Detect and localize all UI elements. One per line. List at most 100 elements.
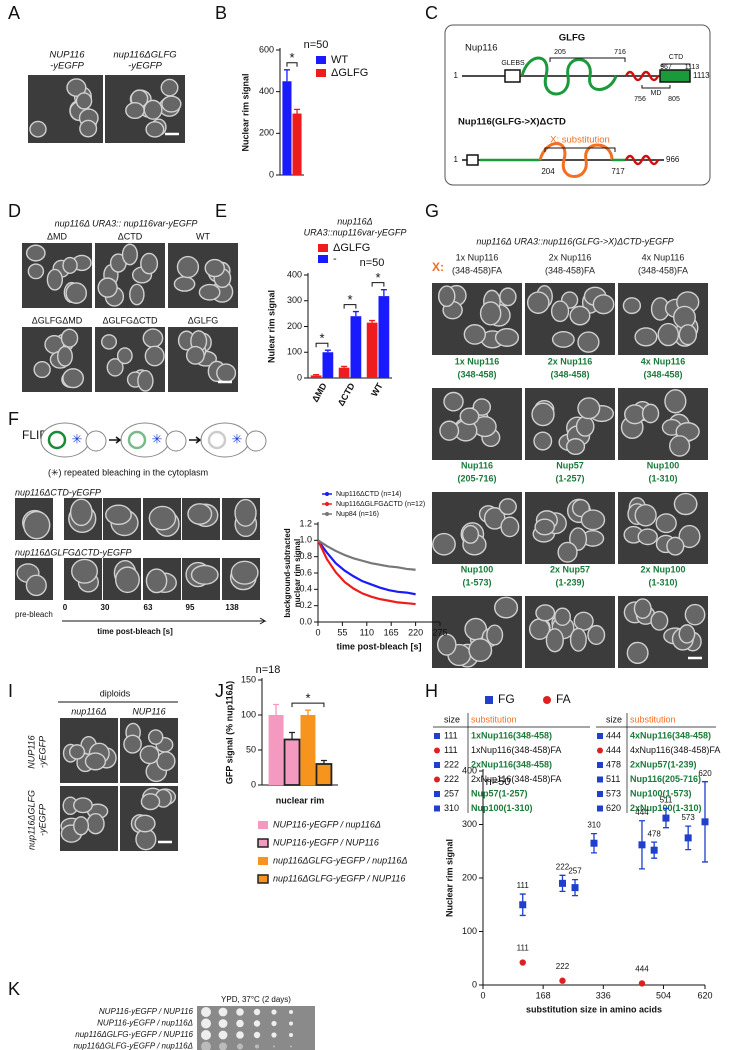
spot	[201, 1030, 211, 1040]
diagram-label: 756	[634, 96, 646, 103]
cell	[500, 516, 520, 538]
error-bar	[283, 69, 290, 82]
md-domain	[624, 154, 660, 166]
substitution-label: 2x Nup57	[550, 564, 590, 574]
image-label: ΔGLFG	[188, 315, 219, 325]
table-marker	[597, 776, 603, 783]
x-tick-label: 220	[408, 627, 423, 637]
cell	[498, 498, 517, 516]
cell	[657, 322, 680, 347]
y-tick-label: 0	[251, 779, 256, 789]
legend-swatch	[258, 857, 268, 865]
bracket	[544, 147, 616, 152]
bar	[300, 715, 316, 785]
y-tick-label: 150	[241, 674, 256, 684]
bar	[322, 352, 334, 378]
cell	[569, 627, 587, 652]
cell	[185, 345, 205, 365]
cell	[533, 431, 553, 451]
legend-marker	[325, 502, 329, 506]
cell	[161, 95, 182, 113]
cell	[634, 503, 657, 527]
point-label: 620	[698, 769, 712, 778]
point-label: 444	[635, 965, 649, 974]
table-marker	[434, 733, 440, 739]
cell	[637, 528, 658, 546]
annotation: n=50	[486, 776, 511, 788]
cell	[176, 255, 200, 279]
diagram-label: MD	[651, 90, 662, 97]
cell	[190, 564, 219, 585]
panel-label: J	[215, 681, 224, 701]
panel-label: C	[425, 3, 438, 23]
cell	[79, 119, 98, 138]
cell	[198, 283, 221, 301]
cell	[633, 598, 652, 619]
cell	[84, 752, 107, 771]
row-label: NUP116	[26, 735, 36, 768]
table-size: 478	[606, 759, 621, 769]
panel-label: D	[8, 201, 21, 221]
cell	[565, 438, 586, 456]
cell	[66, 78, 87, 97]
cell	[97, 277, 118, 298]
table-marker	[597, 762, 603, 768]
legend-swatch	[316, 56, 326, 64]
x-tick-label: ΔCTD	[336, 381, 357, 408]
frame	[444, 24, 711, 186]
legend-marker	[543, 696, 551, 704]
diagram-label: GLEBS	[501, 60, 525, 67]
y-tick-label: 300	[287, 295, 302, 305]
strain-label: nup116ΔGLFGΔCTD-yEGFP	[15, 547, 131, 557]
error-bar	[294, 108, 301, 114]
legend-label: nup116ΔGLFG-yEGFP / NUP116	[273, 873, 405, 883]
spot	[271, 1032, 277, 1038]
cell	[62, 368, 85, 389]
strain-label: NUP116-yEGFP / NUP116	[99, 1007, 194, 1016]
y-tick-label: 400	[259, 86, 274, 96]
legend-swatch	[318, 255, 328, 263]
x-axis-label: substitution size in amino acids	[526, 1004, 662, 1014]
line	[317, 539, 416, 606]
legend-swatch	[258, 821, 268, 829]
row-label: -yEGFP	[37, 736, 47, 768]
spot	[253, 1031, 261, 1039]
table-header: size	[606, 714, 622, 724]
cell	[139, 745, 160, 765]
annotation: n=18	[256, 664, 281, 676]
column-label: NUP116	[49, 50, 85, 61]
point	[650, 846, 658, 854]
cell	[143, 99, 163, 120]
significance-bracket	[343, 304, 357, 309]
legend-label: FG	[498, 692, 515, 706]
y-tick-label: 0.0	[299, 616, 312, 626]
diagram-label: Nup116(GLFG->X)ΔCTD	[458, 117, 566, 128]
spot	[236, 1019, 244, 1028]
diagram-label: 205	[554, 49, 566, 56]
bar	[350, 316, 362, 378]
table-marker	[597, 747, 603, 754]
y-tick-label: 1.2	[299, 518, 312, 528]
nucleus-sketch	[207, 430, 227, 450]
substitution-label: 2x Nup116	[549, 252, 592, 262]
image-label: ΔGLFGΔCTD	[102, 315, 158, 325]
legend-label: NUP116-yEGFP / NUP116	[273, 837, 379, 847]
error-bar	[313, 374, 320, 376]
cell	[101, 334, 118, 350]
table-size: 573	[606, 788, 621, 798]
point-label: 573	[681, 813, 695, 822]
bar	[366, 322, 378, 378]
cell	[554, 607, 571, 627]
legend-marker	[485, 696, 493, 704]
spot	[255, 1044, 259, 1049]
y-tick-label: 50	[246, 744, 256, 754]
table-size: 511	[606, 774, 620, 784]
chart-title: nup116Δ	[337, 216, 372, 226]
table-marker	[434, 791, 440, 797]
table-size: 620	[606, 803, 621, 813]
cell	[432, 532, 456, 556]
cell	[145, 568, 168, 594]
spot	[289, 1033, 293, 1037]
cell	[137, 369, 154, 392]
